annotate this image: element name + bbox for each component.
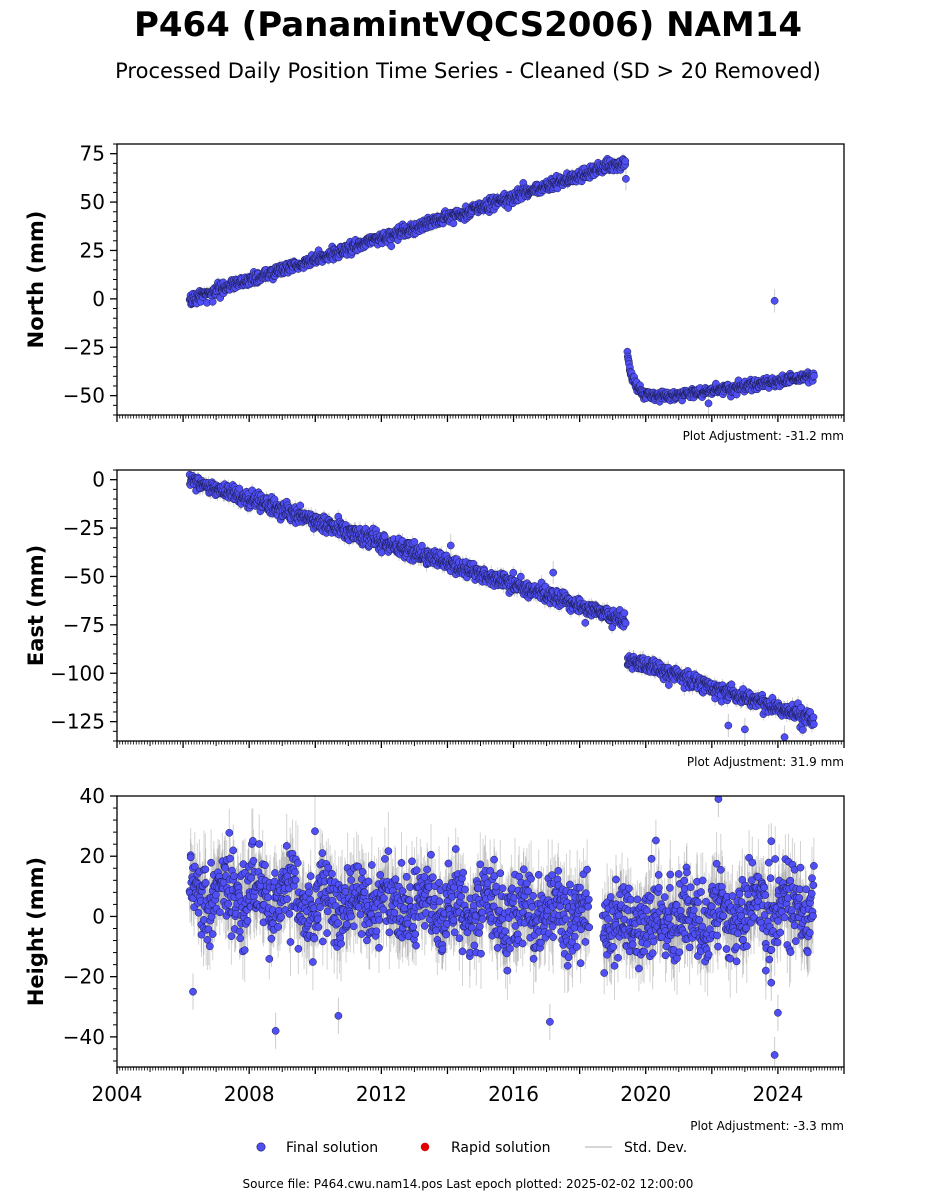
y-tick-label: 75 [80,142,105,166]
y-axis-label: North (mm) [24,211,48,349]
outlier-point [704,399,713,408]
y-tick-label: 25 [80,238,105,262]
outlier-point [622,174,630,183]
panel-frame [116,143,845,416]
data-point [208,297,217,306]
data-point [810,372,818,380]
final-solution-points [185,154,818,408]
y-tick-label: 0 [92,287,105,311]
data-point [621,157,630,165]
data-point [449,219,458,228]
outlier-point [770,296,779,305]
y-tick-label: −25 [63,335,105,359]
plot-adjustment: Plot Adjustment: -31.2 mm [683,429,844,443]
chart-subtitle: Processed Daily Position Time Series - C… [115,59,821,83]
final-solution-points [185,470,818,741]
y-tick-label: −50 [63,384,105,408]
panels: −50 −25 0 25 50 75 North (mm) Plot Adjustment: … [24,142,845,1133]
data-point [387,242,396,251]
panel-1: −50 −25 0 25 50 75 North (mm) Plot Adjustment: … [24,142,845,443]
chart-title: P464 (PanamintVQCS2006) NAM14 [134,5,802,45]
y-tick-label: 50 [80,190,105,214]
data-point [235,484,244,493]
